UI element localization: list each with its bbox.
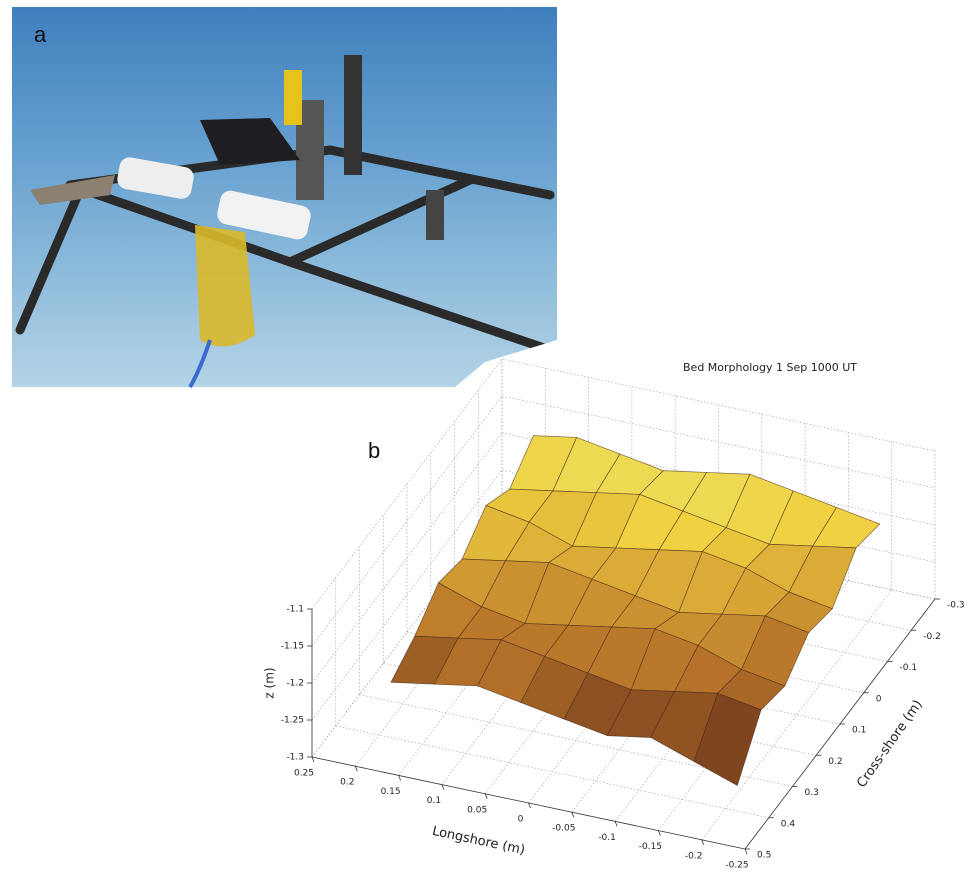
x-tick-label: -0.1 [598,833,616,843]
grid-line [501,395,936,489]
surface-plot: 0.25 0.2 0.15 0.1 0.05 0 -0.05 -0.1 -0.15 -0.2 -0.… [263,358,965,871]
x-tick-label: -0.05 [552,824,575,834]
x-tick-label: -0.25 [725,861,748,870]
y-tick-label: 0.1 [852,726,866,736]
x-tick [354,766,358,772]
z-tick-label: -1.1 [286,605,304,615]
y-tick-label: -0.1 [900,663,918,673]
x-tick-label: 0.1 [427,796,441,806]
y-tick-label: 0.2 [828,757,842,767]
grid-line [335,725,769,819]
z-axis-label: z (m) [263,667,277,698]
x-tick [398,775,401,781]
x-tick-label: 0 [518,815,524,825]
z-tick-label: -1.2 [286,679,304,689]
photo: a [12,7,557,389]
surface-cell [693,692,762,787]
x-tick [441,784,445,790]
cylinder [217,190,311,240]
y-tick-label: 0.3 [805,788,819,798]
y-tick-label: 0.5 [757,851,771,861]
x-tick [571,812,575,818]
bag [195,225,255,347]
grid-line [501,358,936,452]
x-tick-label: 0.05 [467,805,487,815]
y-tick-label: -0.2 [923,632,941,642]
x-tick [701,839,705,845]
x-tick [744,848,748,855]
y-tick-label: 0 [876,694,882,704]
y-tick-label: -0.3 [947,601,965,611]
x-tick [614,821,618,827]
x-axis-label: Longshore (m) [431,824,526,858]
x-tick-label: 0.25 [294,769,314,779]
plot-backdrop [455,340,557,387]
y-axis-label: Cross-shore (m) [854,697,926,790]
z-tick-label: -1.25 [281,716,304,726]
cylinder [117,157,194,199]
x-tick [311,756,315,763]
x-tick [484,793,488,799]
fin [30,175,115,205]
x-tick-label: 0.15 [381,787,401,797]
panel-label: b [368,438,380,463]
instrument [426,190,444,240]
z-tick-label: -1.15 [281,642,304,652]
chart-title: Bed Morphology 1 Sep 1000 UT [683,361,857,374]
x-tick-label: -0.15 [639,842,662,852]
x-tick [658,830,661,836]
panel-label: a [34,22,47,47]
instrument [200,118,300,165]
z-tick-label: -1.3 [286,753,304,763]
x-tick-label: 0.2 [340,778,354,788]
instrument [344,55,362,175]
cable [188,339,212,389]
x-tick [528,802,531,809]
y-tick-label: 0.4 [781,819,796,829]
x-tick-label: -0.2 [685,851,703,861]
instrument [284,70,302,125]
